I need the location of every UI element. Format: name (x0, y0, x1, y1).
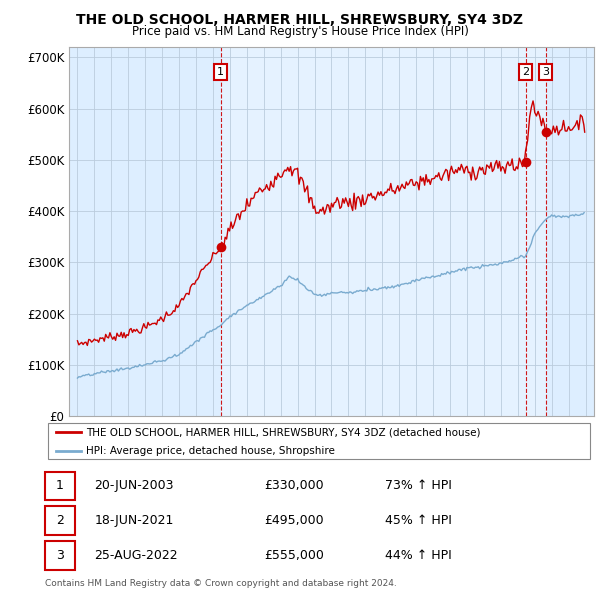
Text: 18-JUN-2021: 18-JUN-2021 (94, 514, 174, 527)
Text: 20-JUN-2003: 20-JUN-2003 (94, 479, 174, 492)
Text: THE OLD SCHOOL, HARMER HILL, SHREWSBURY, SY4 3DZ: THE OLD SCHOOL, HARMER HILL, SHREWSBURY,… (77, 13, 523, 27)
Bar (526, 47, 546, 416)
Text: £330,000: £330,000 (265, 479, 324, 492)
Text: 44% ↑ HPI: 44% ↑ HPI (385, 549, 452, 562)
Text: £495,000: £495,000 (265, 514, 324, 527)
Text: 2: 2 (56, 514, 64, 527)
Text: 45% ↑ HPI: 45% ↑ HPI (385, 514, 452, 527)
Text: Contains HM Land Registry data © Crown copyright and database right 2024.
This d: Contains HM Land Registry data © Crown c… (45, 579, 397, 590)
Text: 3: 3 (56, 549, 64, 562)
FancyBboxPatch shape (45, 506, 74, 535)
Text: 1: 1 (56, 479, 64, 492)
Text: 1: 1 (217, 67, 224, 77)
Text: THE OLD SCHOOL, HARMER HILL, SHREWSBURY, SY4 3DZ (detached house): THE OLD SCHOOL, HARMER HILL, SHREWSBURY,… (86, 427, 481, 437)
Text: 73% ↑ HPI: 73% ↑ HPI (385, 479, 452, 492)
FancyBboxPatch shape (48, 423, 590, 460)
Bar (221, 47, 526, 416)
Text: £555,000: £555,000 (265, 549, 325, 562)
Text: 2: 2 (522, 67, 529, 77)
Text: 3: 3 (542, 67, 549, 77)
Text: HPI: Average price, detached house, Shropshire: HPI: Average price, detached house, Shro… (86, 445, 335, 455)
Text: 25-AUG-2022: 25-AUG-2022 (94, 549, 178, 562)
Text: Price paid vs. HM Land Registry's House Price Index (HPI): Price paid vs. HM Land Registry's House … (131, 25, 469, 38)
FancyBboxPatch shape (45, 542, 74, 570)
FancyBboxPatch shape (45, 471, 74, 500)
